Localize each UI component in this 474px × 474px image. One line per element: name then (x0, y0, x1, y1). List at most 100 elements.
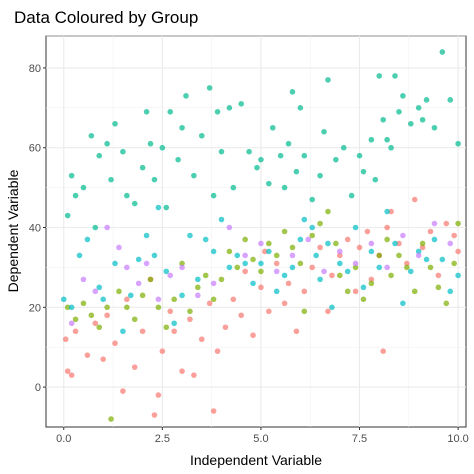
data-point (254, 164, 260, 171)
data-point (455, 248, 461, 255)
data-point (419, 240, 426, 247)
data-point (411, 196, 418, 203)
data-point (455, 220, 461, 227)
data-point (423, 256, 430, 263)
data-point (104, 312, 110, 319)
data-point (242, 236, 248, 243)
data-point (139, 164, 146, 171)
data-point (352, 260, 359, 267)
x-tick-label: 0.0 (56, 433, 71, 445)
data-point (88, 132, 95, 139)
data-point (187, 232, 193, 239)
data-point (289, 89, 296, 95)
data-point (340, 144, 347, 151)
data-point (124, 192, 130, 199)
axis-ticks: 0.0 2.5 5.0 7.5 10.0 0 20 40 60 80 (29, 63, 469, 445)
data-point (80, 184, 87, 191)
data-point (100, 356, 106, 362)
data-point (112, 120, 118, 127)
data-point (84, 352, 91, 358)
data-point (250, 280, 256, 287)
data-point (120, 328, 126, 335)
data-point (368, 136, 375, 143)
data-point (407, 268, 414, 275)
data-point (120, 148, 126, 155)
data-point (131, 316, 138, 323)
data-point (206, 300, 213, 307)
data-point (384, 264, 390, 271)
data-point (325, 308, 331, 315)
data-point (337, 252, 343, 259)
data-point (112, 340, 118, 347)
data-point (281, 272, 288, 279)
data-point (348, 192, 355, 199)
data-point (396, 109, 402, 115)
data-point (419, 116, 426, 123)
data-point (187, 316, 193, 323)
data-point (191, 172, 197, 179)
data-point (309, 232, 315, 239)
data-point (214, 348, 221, 354)
data-point (455, 272, 461, 279)
data-point (84, 236, 91, 243)
data-point (415, 248, 422, 255)
data-point (451, 232, 457, 239)
data-point (218, 276, 225, 283)
data-point (309, 224, 315, 231)
data-point (455, 140, 461, 147)
data-point (226, 224, 233, 231)
data-point (68, 172, 75, 179)
data-point (167, 272, 174, 279)
data-point (317, 244, 323, 251)
chart-title: Data Coloured by Group (14, 8, 198, 27)
data-point (195, 276, 201, 283)
data-point (96, 324, 103, 331)
grid-lines (46, 35, 466, 427)
data-point (388, 272, 394, 279)
y-tick-label: 80 (29, 63, 41, 75)
data-point (159, 348, 166, 354)
data-point (392, 73, 398, 79)
data-point (127, 292, 134, 299)
data-point (96, 152, 103, 159)
data-point (269, 124, 276, 131)
data-point (238, 101, 245, 107)
data-point (297, 260, 304, 267)
data-point (400, 300, 406, 307)
data-point (309, 264, 315, 271)
data-point (407, 120, 414, 127)
data-point (309, 196, 315, 203)
x-axis-title: Independent Variable (190, 452, 322, 468)
data-point (435, 284, 442, 291)
data-point (163, 268, 170, 275)
data-point (124, 296, 130, 303)
data-point (352, 288, 359, 295)
data-point (329, 272, 335, 279)
data-point (210, 408, 217, 414)
data-point (360, 168, 367, 175)
data-point (415, 252, 422, 259)
data-point (171, 320, 177, 327)
data-point (222, 324, 229, 331)
data-point (151, 412, 158, 418)
data-point (206, 85, 213, 91)
data-point (155, 392, 162, 398)
data-point (80, 276, 87, 283)
data-point (273, 288, 280, 295)
data-point (92, 224, 99, 231)
data-point (234, 252, 241, 259)
data-point (447, 240, 454, 247)
data-point (131, 364, 138, 370)
data-point (301, 152, 308, 159)
x-tick-label: 2.5 (155, 433, 170, 445)
data-point (131, 200, 138, 207)
data-point (388, 144, 394, 151)
data-point (258, 284, 264, 291)
data-point (210, 280, 217, 287)
data-point (337, 260, 343, 267)
data-point (171, 328, 177, 335)
data-point (64, 212, 71, 219)
data-point (388, 208, 394, 215)
data-point (195, 292, 201, 299)
data-point (404, 264, 410, 271)
